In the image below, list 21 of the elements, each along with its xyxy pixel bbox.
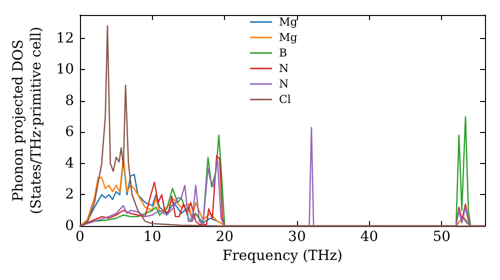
x-tick-label: 10 bbox=[143, 229, 162, 245]
x-tick-label: 30 bbox=[288, 229, 306, 245]
y-tick-label: 4 bbox=[65, 155, 74, 172]
x-axis-title: Frequency (THz) bbox=[222, 248, 343, 264]
legend-label: N bbox=[279, 78, 289, 90]
x-tick-label: 20 bbox=[216, 229, 234, 245]
x-tick-label: 40 bbox=[360, 229, 378, 245]
legend-label: Mg bbox=[279, 31, 298, 44]
y-tick-label: 12 bbox=[56, 30, 74, 46]
y-tick-label: 0 bbox=[65, 218, 74, 234]
y-tick-label: 2 bbox=[65, 186, 74, 203]
legend-label: Mg bbox=[279, 16, 298, 28]
y-tick-label: 6 bbox=[65, 124, 74, 140]
y-tick-label: 8 bbox=[65, 92, 74, 109]
legend-label: Cl bbox=[279, 93, 292, 106]
legend-label: N bbox=[279, 62, 289, 75]
y-tick-label: 10 bbox=[56, 62, 74, 78]
legend-label: B bbox=[279, 46, 288, 60]
x-tick-label: 50 bbox=[432, 229, 451, 245]
x-tick-label: 0 bbox=[76, 229, 84, 245]
y-axis-title: Phonon projected DOS (States/THz·primitive cell) bbox=[10, 26, 44, 214]
